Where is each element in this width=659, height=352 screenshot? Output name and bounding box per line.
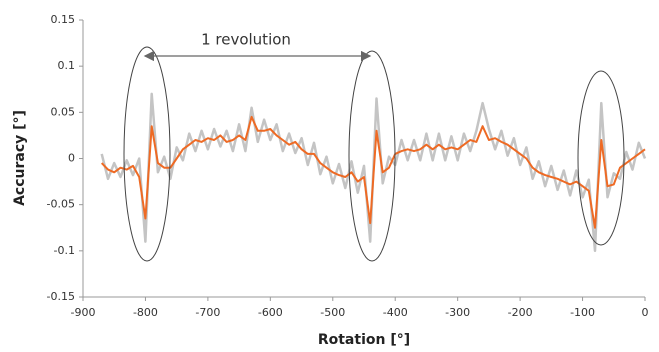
y-tick-label: 0.1 [58,59,76,72]
y-axis-title: Accuracy [°] [12,110,28,206]
x-tick-label: -100 [570,306,595,319]
highlight-ellipse [577,70,625,246]
x-tick-label: -900 [71,306,96,319]
x-tick-label: -500 [320,306,345,319]
annotation: 1 revolution [201,31,291,49]
y-tick-label: -0.1 [54,244,75,257]
y-tick-label: -0.05 [47,198,75,211]
y-tick-label: 0.05 [51,105,76,118]
x-tick-label: -600 [258,306,283,319]
series-line [100,115,646,229]
y-tick-label: 0.15 [51,13,76,26]
plot-area: 0.15 0.1 0.05 0 -0.05 -0.1 -0.15 -900 -800 -700 -6… [47,13,649,319]
highlight-ellipse [123,46,171,262]
y-tick-label: 0 [68,152,75,165]
x-axis-title: Rotation [°] [318,332,410,348]
x-tick-label: -700 [195,306,220,319]
x-tick-label: -300 [445,306,470,319]
x-tick-label: -800 [133,306,158,319]
x-tick-label: 0 [642,306,649,319]
y-tick-label: -0.15 [47,290,75,303]
highlight-ellipse [348,50,396,262]
x-tick-label: -400 [383,306,408,319]
x-tick-label: -200 [508,306,533,319]
